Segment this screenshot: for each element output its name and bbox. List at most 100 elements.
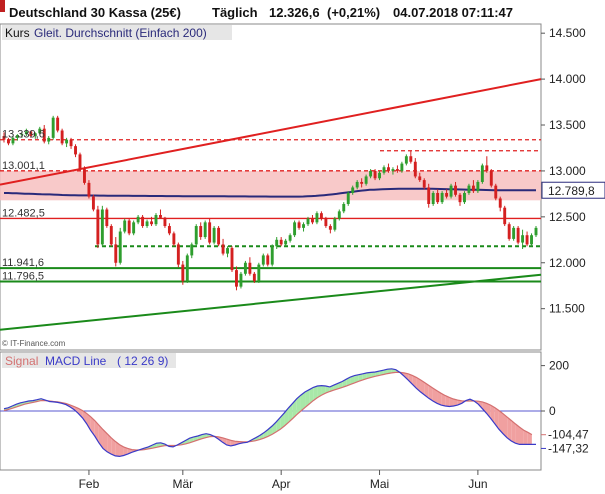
candle-body	[51, 117, 55, 138]
month-label: Mär	[172, 477, 193, 491]
candle	[400, 161, 404, 173]
candle-body	[427, 187, 431, 204]
candle-body	[132, 222, 136, 234]
macd-plot	[0, 368, 541, 458]
candle-body	[279, 239, 283, 245]
candle-body	[485, 165, 489, 171]
price-tick-label: 11.500	[549, 302, 585, 316]
candle-body	[333, 218, 337, 230]
candle	[230, 246, 234, 272]
candle-body	[270, 246, 274, 265]
candle-body	[534, 227, 538, 236]
macd-value-label: -147,32	[548, 441, 589, 455]
candle-body	[29, 131, 33, 137]
candle-body	[159, 215, 162, 218]
level-label-1: 13.001,1	[2, 160, 45, 172]
candle	[11, 136, 15, 146]
candle-body	[458, 194, 462, 203]
candle	[7, 137, 10, 146]
candle-body	[480, 165, 484, 182]
chart-header: Deutschland 30 Kassa (25€) Täglich 12.32…	[0, 0, 513, 20]
candle-body	[42, 128, 46, 142]
candle-body	[38, 128, 42, 134]
month-label: Mai	[370, 477, 389, 491]
macd-fill-segment	[111, 437, 116, 456]
candle-body	[185, 255, 189, 282]
instrument-title: Deutschland 30 Kassa (25€)	[9, 5, 181, 20]
candle	[239, 271, 243, 289]
quote-datetime: 04.07.2018 07:11:47	[393, 5, 513, 20]
candle-body	[445, 192, 449, 197]
candle	[185, 253, 189, 283]
candle	[297, 220, 301, 230]
trendline-resistance	[0, 78, 542, 186]
candle-body	[275, 239, 279, 247]
candle	[181, 260, 185, 285]
candle-body	[87, 182, 91, 197]
candle-body	[118, 231, 122, 263]
candle	[498, 196, 502, 212]
candle-body	[503, 207, 507, 225]
candle	[373, 169, 377, 181]
candle	[212, 226, 216, 245]
candle-body	[24, 131, 28, 135]
candle	[127, 218, 131, 236]
candle	[217, 226, 221, 247]
candle	[369, 169, 373, 179]
candle	[199, 222, 203, 240]
candle-body	[243, 262, 247, 274]
candle-body	[288, 235, 292, 241]
candle-body	[33, 133, 37, 137]
candle-body	[136, 216, 140, 223]
candle	[413, 158, 417, 179]
candle	[284, 238, 288, 247]
candle	[449, 183, 453, 199]
macd-fill-segment	[503, 413, 508, 438]
candle-body	[387, 167, 390, 171]
candle	[83, 166, 86, 185]
candle	[105, 207, 109, 228]
candle-body	[199, 226, 203, 238]
candle	[467, 183, 471, 195]
candle	[150, 216, 153, 227]
candle	[391, 167, 395, 175]
candle-body	[252, 273, 256, 282]
candle	[279, 237, 283, 247]
price-tick-label: 14.500	[549, 26, 586, 40]
candle-body	[530, 235, 533, 245]
candle	[525, 231, 529, 247]
candle-body	[190, 244, 194, 256]
macd-fill-segment	[350, 375, 355, 385]
candle	[20, 132, 24, 138]
candle-body	[47, 137, 51, 142]
candle	[47, 136, 51, 145]
legend-kurs: Kurs	[5, 26, 30, 40]
candle	[471, 180, 475, 193]
ma200-tag	[541, 181, 605, 199]
trendlines	[0, 78, 542, 331]
price-legend: Kurs Gleit. Durchschnitt (Einfach 200)	[2, 25, 232, 40]
macd-fill-segment	[86, 413, 91, 431]
ma200-tag-label: 12.789,8	[548, 184, 595, 198]
macd-fill-segment	[424, 382, 429, 399]
legend-ma200: Gleit. Durchschnitt (Einfach 200)	[34, 26, 207, 40]
candle	[78, 152, 82, 171]
candle	[159, 209, 162, 219]
candle-body	[212, 227, 216, 243]
candle-body	[324, 218, 328, 227]
candle	[24, 128, 28, 137]
candle	[248, 257, 252, 276]
candle	[431, 191, 435, 206]
last-price: 12.326,6	[269, 5, 320, 20]
candle-body	[494, 185, 498, 199]
macd-fill-segment	[115, 441, 120, 457]
candle-body	[11, 137, 15, 144]
price-tick-label: 13.000	[549, 164, 586, 178]
price-axis: 14.500 14.000 13.500 13.000 12.500 12.000 11.5…	[541, 26, 605, 316]
macd-fill-segment	[300, 391, 306, 411]
candle-body	[306, 218, 310, 225]
candle	[136, 215, 140, 225]
candle	[503, 205, 507, 227]
candle	[141, 215, 145, 228]
macd-fill-segment	[230, 440, 235, 446]
